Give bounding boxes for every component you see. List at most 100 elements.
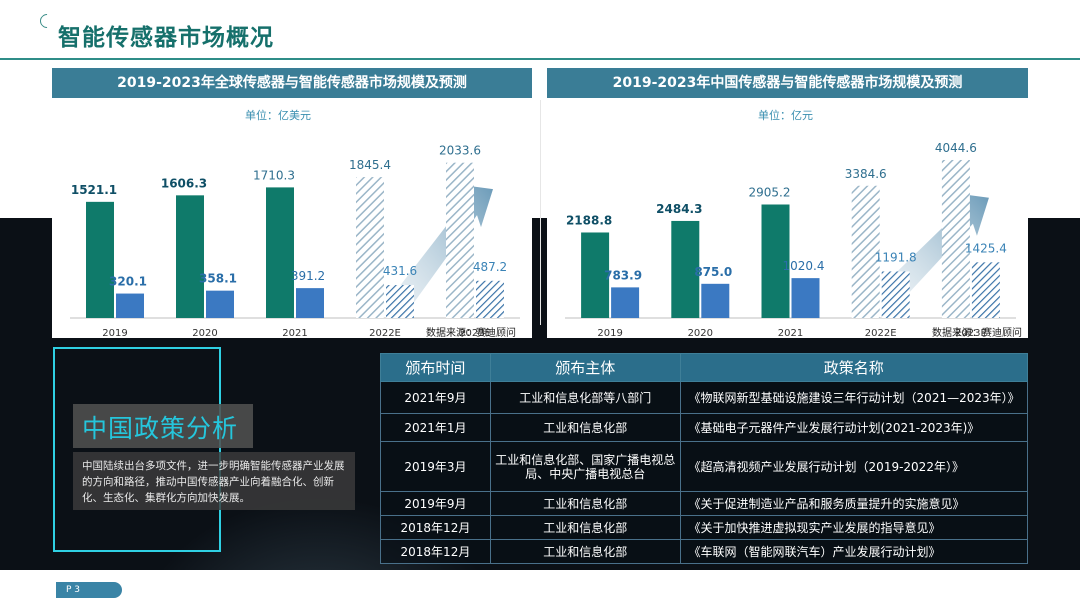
value-label-smart-sensor-2020: 875.0 [694,265,732,279]
row-issuer: 工业和信息化部 [489,539,681,564]
bar-smart-sensor-2021 [791,278,820,318]
value-label-smart-sensor-2023E: 487.2 [473,260,507,274]
global-market-chart-panel: 2019-2023年全球传感器与智能传感器市场规模及预测 单位：亿美元 1521… [52,68,532,339]
value-label-smart-sensor-2023E: 1425.4 [965,241,1007,255]
global-bar-chart: 1521.1 320.1 2019 1606.3 358.1 2020 1710.3 391.… [70,144,520,338]
china-chart-source: 数据来源：赛迪顾问 [932,328,1022,339]
value-label-smart-sensor-2020: 358.1 [199,272,237,286]
row-date: 2019年3月 [380,441,491,492]
bar-sensor-2021 [761,204,790,318]
value-label-sensor-2023E: 4044.6 [935,141,977,155]
policy-text-background [73,452,355,510]
row-issuer: 工业和信息化部等八部门 [489,381,681,414]
global-chart-source: 数据来源：赛迪顾问 [426,328,516,339]
bar-sensor-2020 [176,195,204,318]
value-label-sensor-2019: 1521.1 [71,183,117,197]
x-tick-label-2019: 2019 [102,328,127,338]
value-label-smart-sensor-2022E: 431.6 [383,264,417,278]
row-issuer: 工业和信息化部 [489,491,681,516]
x-tick-label-2020: 2020 [688,328,713,338]
value-label-sensor-2021: 2905.2 [749,185,791,199]
bar-smart-sensor-2020 [206,290,234,318]
china-market-chart-panel: 2019-2023年中国传感器与智能传感器市场规模及预测 单位：亿元 2188.… [547,68,1028,339]
table-row: 2021年1月 工业和信息化部 《基础电子元器件产业发展行动计划(2021-20… [380,413,1029,442]
x-tick-label-2022E: 2022E [865,328,897,338]
row-issuer: 工业和信息化部、国家广播电视总局、中央广播电视总台 [489,441,681,492]
bar-smart-sensor-2019 [116,293,144,318]
table-row: 2018年12月 工业和信息化部 《关于加快推进虚拟现实产业发展的指导意见》 [380,515,1029,540]
bar-sensor-2022E [356,177,384,318]
value-label-sensor-2022E: 1845.4 [349,158,391,172]
x-tick-label-2022E: 2022E [369,328,401,338]
table-row: 2021年9月 工业和信息化部等八部门 《物联网新型基础设施建设三年行动计划（2… [380,381,1029,414]
bar-smart-sensor-2021 [296,288,324,318]
row-policy-name: 《物联网新型基础设施建设三年行动计划（2021—2023年）》 [679,381,1029,414]
policy-title: 中国政策分析 [82,414,239,443]
row-policy-name: 《关于促进制造业产品和服务质量提升的实施意见》 [679,491,1029,516]
value-label-smart-sensor-2019: 783.9 [604,268,642,282]
policy-table: 颁布时间 颁布主体 政策名称 2021年9月 工业和信息化部等八部门 《物联网新… [380,353,1029,564]
china-chart-unit: 单位：亿元 [758,109,813,122]
row-date: 2018年12月 [380,515,491,540]
header-policy-name: 政策名称 [679,353,1029,382]
row-date: 2019年9月 [380,491,491,516]
header-divider [0,58,1080,60]
title-decoration-icon [37,11,57,31]
global-chart-unit: 单位：亿美元 [245,109,311,122]
value-label-sensor-2019: 2188.8 [566,213,612,227]
row-issuer: 工业和信息化部 [489,413,681,442]
table-row: 2018年12月 工业和信息化部 《车联网（智能网联汽车）产业发展行动计划》 [380,539,1029,564]
policy-title-background [73,404,253,448]
row-policy-name: 《车联网（智能网联汽车）产业发展行动计划》 [679,539,1029,564]
bar-sensor-2021 [266,187,294,318]
china-chart-title: 2019-2023年中国传感器与智能传感器市场规模及预测 [547,68,1028,98]
table-row: 2019年3月 工业和信息化部、国家广播电视总局、中央广播电视总台 《超高清视频… [380,441,1029,492]
bar-sensor-2020 [671,220,700,318]
bar-smart-sensor-2022E [386,285,414,318]
x-tick-label-2021: 2021 [282,328,307,338]
row-date: 2018年12月 [380,539,491,564]
row-issuer: 工业和信息化部 [489,515,681,540]
bar-sensor-2019 [86,201,114,318]
global-chart-title: 2019-2023年全球传感器与智能传感器市场规模及预测 [52,68,532,98]
bar-smart-sensor-2022E [881,271,910,318]
row-policy-name: 《关于加快推进虚拟现实产业发展的指导意见》 [679,515,1029,540]
bar-smart-sensor-2023E [971,262,1000,318]
value-label-sensor-2022E: 3384.6 [845,167,887,181]
value-label-sensor-2021: 1710.3 [253,168,295,182]
row-policy-name: 《基础电子元器件产业发展行动计划(2021-2023年)》 [679,413,1029,442]
x-tick-label-2020: 2020 [192,328,217,338]
header-date: 颁布时间 [380,353,491,382]
bar-smart-sensor-2020 [701,283,730,318]
footer-bar [0,570,1080,608]
x-tick-label-2023E: 2023E [955,328,987,338]
value-label-smart-sensor-2021: 391.2 [291,269,325,283]
bar-sensor-2023E [446,162,474,318]
policy-frame [53,347,221,552]
value-label-smart-sensor-2019: 320.1 [109,275,147,289]
panel-divider [540,100,541,325]
page-title: 智能传感器市场概况 [58,25,274,51]
bar-smart-sensor-2023E [476,280,504,318]
row-policy-name: 《超高清视频产业发展行动计划（2019-2022年）》 [679,441,1029,492]
table-row: 2019年9月 工业和信息化部 《关于促进制造业产品和服务质量提升的实施意见》 [380,491,1029,516]
china-bar-chart: 2188.8 783.9 2019 2484.3 875.0 2020 2905.2 1020… [565,141,1016,338]
x-tick-label-2023E: 2023E [459,328,491,338]
row-date: 2021年1月 [380,413,491,442]
bar-smart-sensor-2019 [611,287,640,318]
value-label-smart-sensor-2021: 1020.4 [783,259,825,273]
value-label-smart-sensor-2022E: 1191.8 [875,250,917,264]
bar-sensor-2023E [941,159,970,318]
x-tick-label-2021: 2021 [778,328,803,338]
bar-sensor-2022E [851,185,880,318]
policy-description: 中国陆续出台多项文件，进一步明确智能传感器产业发展的方向和路径，推动中国传感器产… [82,460,345,504]
page-number-tab: P 3 [56,582,122,598]
header-issuer: 颁布主体 [489,353,681,382]
x-tick-label-2019: 2019 [597,328,622,338]
value-label-sensor-2020: 1606.3 [161,176,207,190]
value-label-sensor-2023E: 2033.6 [439,144,481,158]
bar-sensor-2019 [581,232,610,318]
policy-table-header-row: 颁布时间 颁布主体 政策名称 [380,353,1029,382]
row-date: 2021年9月 [380,381,491,414]
value-label-sensor-2020: 2484.3 [656,202,702,216]
